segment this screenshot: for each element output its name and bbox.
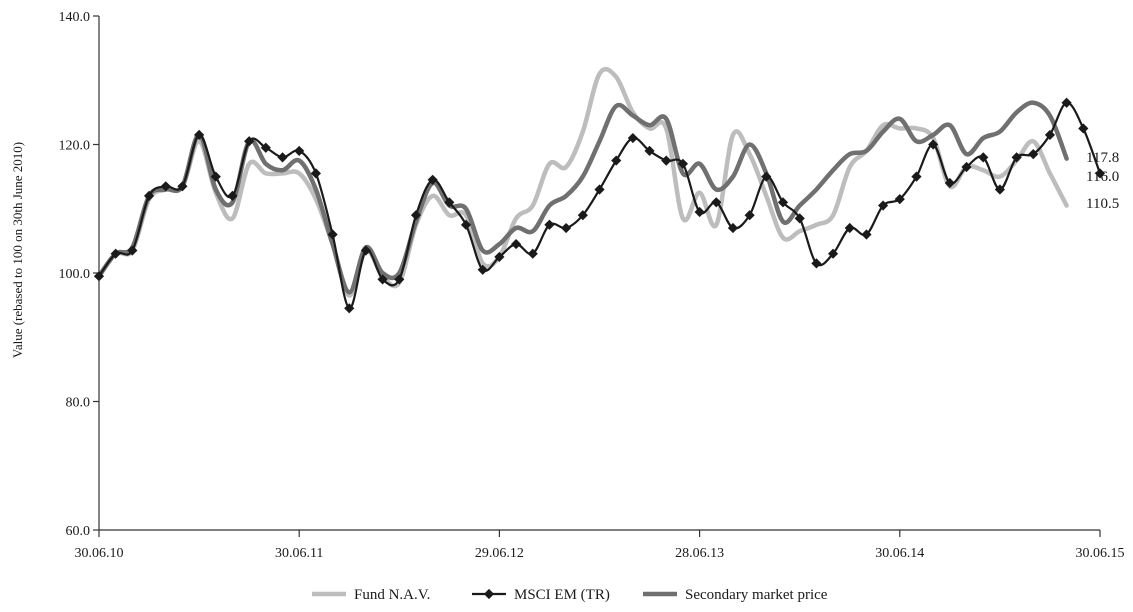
series-line-fund-n-a-v (96, 66, 1069, 298)
data-point-marker (410, 210, 422, 221)
data-point-marker (611, 155, 622, 166)
data-point-marker (177, 181, 188, 192)
data-point-marker (210, 171, 221, 182)
data-point-marker (844, 222, 855, 234)
y-tick-label: 120.0 (59, 139, 91, 154)
data-point-marker (277, 152, 288, 163)
y-tick-label: 100.0 (59, 267, 91, 282)
data-point-marker (394, 274, 405, 285)
legend-label: MSCI EM (TR) (514, 587, 610, 603)
data-point-marker (511, 238, 522, 250)
data-point-marker (227, 190, 238, 201)
legend-item: Fund N.A.V. (312, 587, 430, 603)
data-point-marker (110, 248, 121, 259)
data-point-marker (260, 142, 271, 153)
x-tick-label: 30.06.14 (875, 546, 924, 561)
data-point-marker (294, 145, 305, 157)
legend-item: MSCI EM (TR) (472, 587, 610, 603)
x-tick-label: 30.06.11 (275, 546, 323, 561)
data-point-marker (377, 274, 388, 285)
y-tick-label: 140.0 (59, 10, 91, 25)
data-point-marker (894, 194, 905, 205)
y-axis: 60.0 80.0 100.0 120.0 140.0 (59, 10, 100, 539)
series-layer (93, 66, 1106, 314)
y-tick-label: 60.0 (66, 524, 91, 539)
x-axis: 30.06.10 30.06.11 29.06.12 28.06.13 30.06.14… (75, 529, 1125, 561)
series-line-secondary-market-price (96, 100, 1069, 295)
x-axis-ticks: 30.06.10 30.06.11 29.06.12 28.06.13 30.06.14… (75, 530, 1125, 561)
y-axis-ticks: 60.0 80.0 100.0 120.0 140.0 (59, 10, 99, 539)
data-point-marker (460, 219, 472, 230)
end-value-label: 116.0 (1086, 169, 1119, 185)
data-point-marker (244, 136, 255, 147)
end-value-label: 117.8 (1086, 150, 1119, 166)
data-point-marker (127, 245, 138, 256)
legend-label: Fund N.A.V. (354, 587, 430, 603)
data-point-marker (1061, 97, 1072, 108)
data-point-marker (827, 248, 839, 259)
data-point-marker (594, 184, 605, 195)
data-point-marker (344, 303, 355, 314)
data-point-marker (911, 171, 922, 182)
data-point-marker (1011, 152, 1022, 163)
x-tick-label: 29.06.12 (475, 546, 524, 561)
data-point-marker (477, 264, 488, 275)
x-tick-label: 30.06.10 (75, 546, 124, 561)
data-point-marker (711, 197, 722, 208)
data-point-marker (360, 245, 372, 256)
data-point-marker (644, 145, 655, 156)
legend-marker (483, 588, 495, 600)
data-point-marker (694, 206, 705, 218)
data-point-marker (444, 197, 455, 208)
end-labels: 117.8 116.0 110.5 (1086, 150, 1119, 212)
data-point-marker (928, 139, 939, 150)
data-point-marker (527, 248, 538, 259)
y-axis-title: Value (rebased to 100 on 30th June 2010) (10, 142, 25, 358)
x-tick-label: 30.06.15 (1076, 546, 1125, 561)
legend: Fund N.A.V. MSCI EM (TR) Secondary market … (312, 587, 828, 603)
legend-label: Secondary market price (685, 587, 828, 603)
data-point-marker (143, 190, 155, 201)
y-tick-label: 80.0 (66, 396, 91, 411)
legend-item: Secondary market price (643, 587, 828, 603)
data-point-marker (811, 258, 822, 269)
data-point-marker (1078, 123, 1089, 134)
series-line-msci-em-tr (97, 101, 1102, 310)
data-point-marker (194, 129, 205, 140)
data-point-marker (561, 222, 572, 234)
end-value-label: 110.5 (1086, 196, 1119, 212)
data-point-marker (744, 210, 755, 221)
x-tick-label: 28.06.13 (675, 546, 724, 561)
